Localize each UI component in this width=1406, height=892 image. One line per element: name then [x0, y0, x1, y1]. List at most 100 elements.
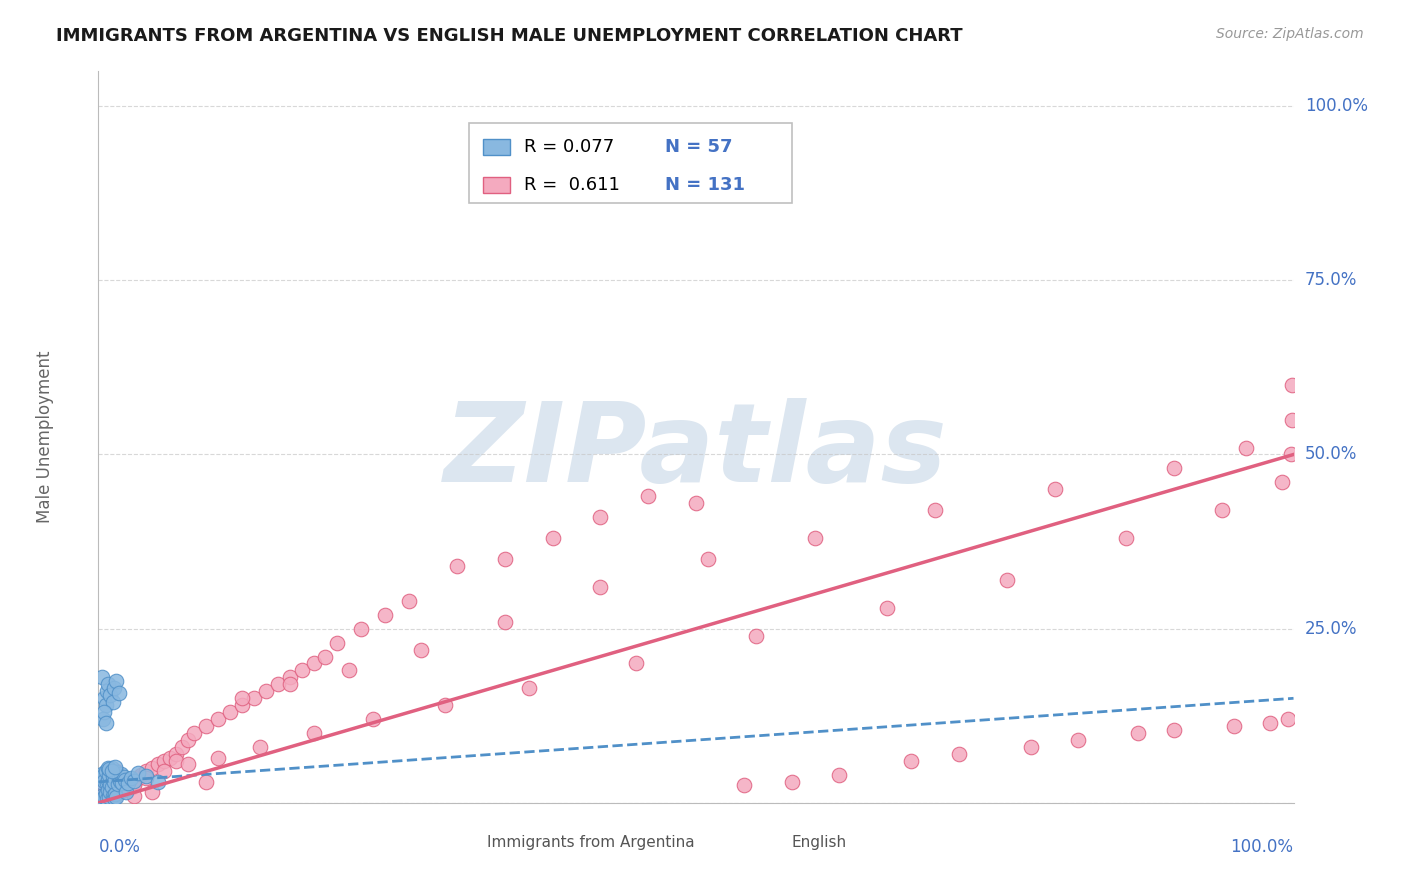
Point	[111, 781, 134, 796]
Point	[96, 684, 118, 698]
Text: Immigrants from Argentina: Immigrants from Argentina	[486, 835, 695, 850]
Point	[127, 772, 149, 786]
Text: ZIPatlas: ZIPatlas	[444, 398, 948, 505]
Point	[114, 778, 136, 792]
Point	[153, 764, 176, 779]
Point	[98, 772, 121, 787]
Point	[1128, 726, 1150, 740]
Point	[111, 781, 134, 796]
Point	[93, 788, 115, 802]
Point	[105, 673, 128, 688]
Point	[104, 789, 127, 803]
Point	[94, 764, 117, 779]
Text: N = 131: N = 131	[665, 177, 745, 194]
Point	[207, 712, 229, 726]
Point	[1281, 412, 1303, 426]
Point	[94, 715, 117, 730]
Text: Male Unemployment: Male Unemployment	[35, 351, 53, 524]
Point	[98, 790, 121, 805]
Point	[101, 772, 124, 786]
Point	[1271, 475, 1294, 490]
Point	[98, 778, 122, 792]
Point	[105, 764, 128, 779]
Point	[103, 775, 125, 789]
Text: English: English	[792, 835, 846, 850]
Point	[995, 573, 1018, 587]
Text: R = 0.077: R = 0.077	[524, 137, 614, 156]
Point	[494, 552, 516, 566]
Point	[90, 775, 112, 789]
Point	[517, 681, 540, 695]
Point	[104, 788, 127, 802]
Point	[411, 642, 433, 657]
Point	[91, 775, 114, 789]
Point	[254, 684, 277, 698]
Point	[100, 764, 122, 779]
Point	[685, 496, 707, 510]
Point	[153, 754, 176, 768]
Point	[350, 622, 373, 636]
Point	[91, 792, 114, 806]
Point	[141, 785, 163, 799]
Point	[111, 776, 134, 790]
Point	[117, 775, 139, 789]
Point	[96, 791, 118, 805]
Point	[103, 791, 125, 805]
Point	[374, 607, 396, 622]
Point	[98, 775, 121, 789]
Point	[98, 768, 121, 782]
Point	[135, 764, 157, 779]
Point	[195, 775, 218, 789]
Point	[93, 791, 115, 805]
Point	[1281, 377, 1303, 392]
Point	[148, 757, 170, 772]
Point	[100, 780, 122, 794]
Point	[231, 698, 253, 713]
Point	[91, 789, 114, 803]
Point	[91, 670, 114, 684]
Point	[105, 772, 128, 787]
Point	[804, 531, 827, 545]
Point	[135, 769, 157, 783]
Point	[745, 629, 768, 643]
Point	[91, 789, 114, 803]
Point	[91, 769, 114, 783]
Point	[249, 740, 271, 755]
Point	[131, 768, 153, 782]
Point	[97, 781, 120, 796]
Point	[91, 785, 114, 799]
Point	[120, 771, 142, 785]
Point	[177, 757, 200, 772]
Point	[101, 784, 124, 798]
Point	[107, 785, 129, 799]
Point	[97, 789, 120, 803]
Point	[89, 781, 111, 796]
Point	[90, 790, 112, 805]
Point	[98, 783, 121, 797]
Point	[172, 740, 194, 755]
Point	[100, 761, 122, 775]
Point	[398, 594, 420, 608]
FancyBboxPatch shape	[470, 122, 792, 203]
Text: 75.0%: 75.0%	[1305, 271, 1357, 289]
Point	[1043, 483, 1066, 497]
Point	[315, 649, 337, 664]
Point	[165, 754, 187, 768]
Text: IMMIGRANTS FROM ARGENTINA VS ENGLISH MALE UNEMPLOYMENT CORRELATION CHART: IMMIGRANTS FROM ARGENTINA VS ENGLISH MAL…	[56, 27, 963, 45]
Text: N = 57: N = 57	[665, 137, 733, 156]
Point	[105, 790, 128, 805]
Point	[114, 772, 136, 787]
Point	[148, 775, 170, 789]
Point	[101, 772, 124, 786]
Point	[108, 779, 131, 793]
Point	[207, 750, 229, 764]
Point	[1277, 712, 1299, 726]
Point	[494, 615, 516, 629]
Point	[267, 677, 290, 691]
Point	[112, 770, 135, 784]
Point	[1258, 715, 1281, 730]
Point	[291, 664, 314, 678]
Point	[1115, 531, 1137, 545]
Text: 25.0%: 25.0%	[1305, 620, 1357, 638]
Point	[110, 775, 132, 789]
